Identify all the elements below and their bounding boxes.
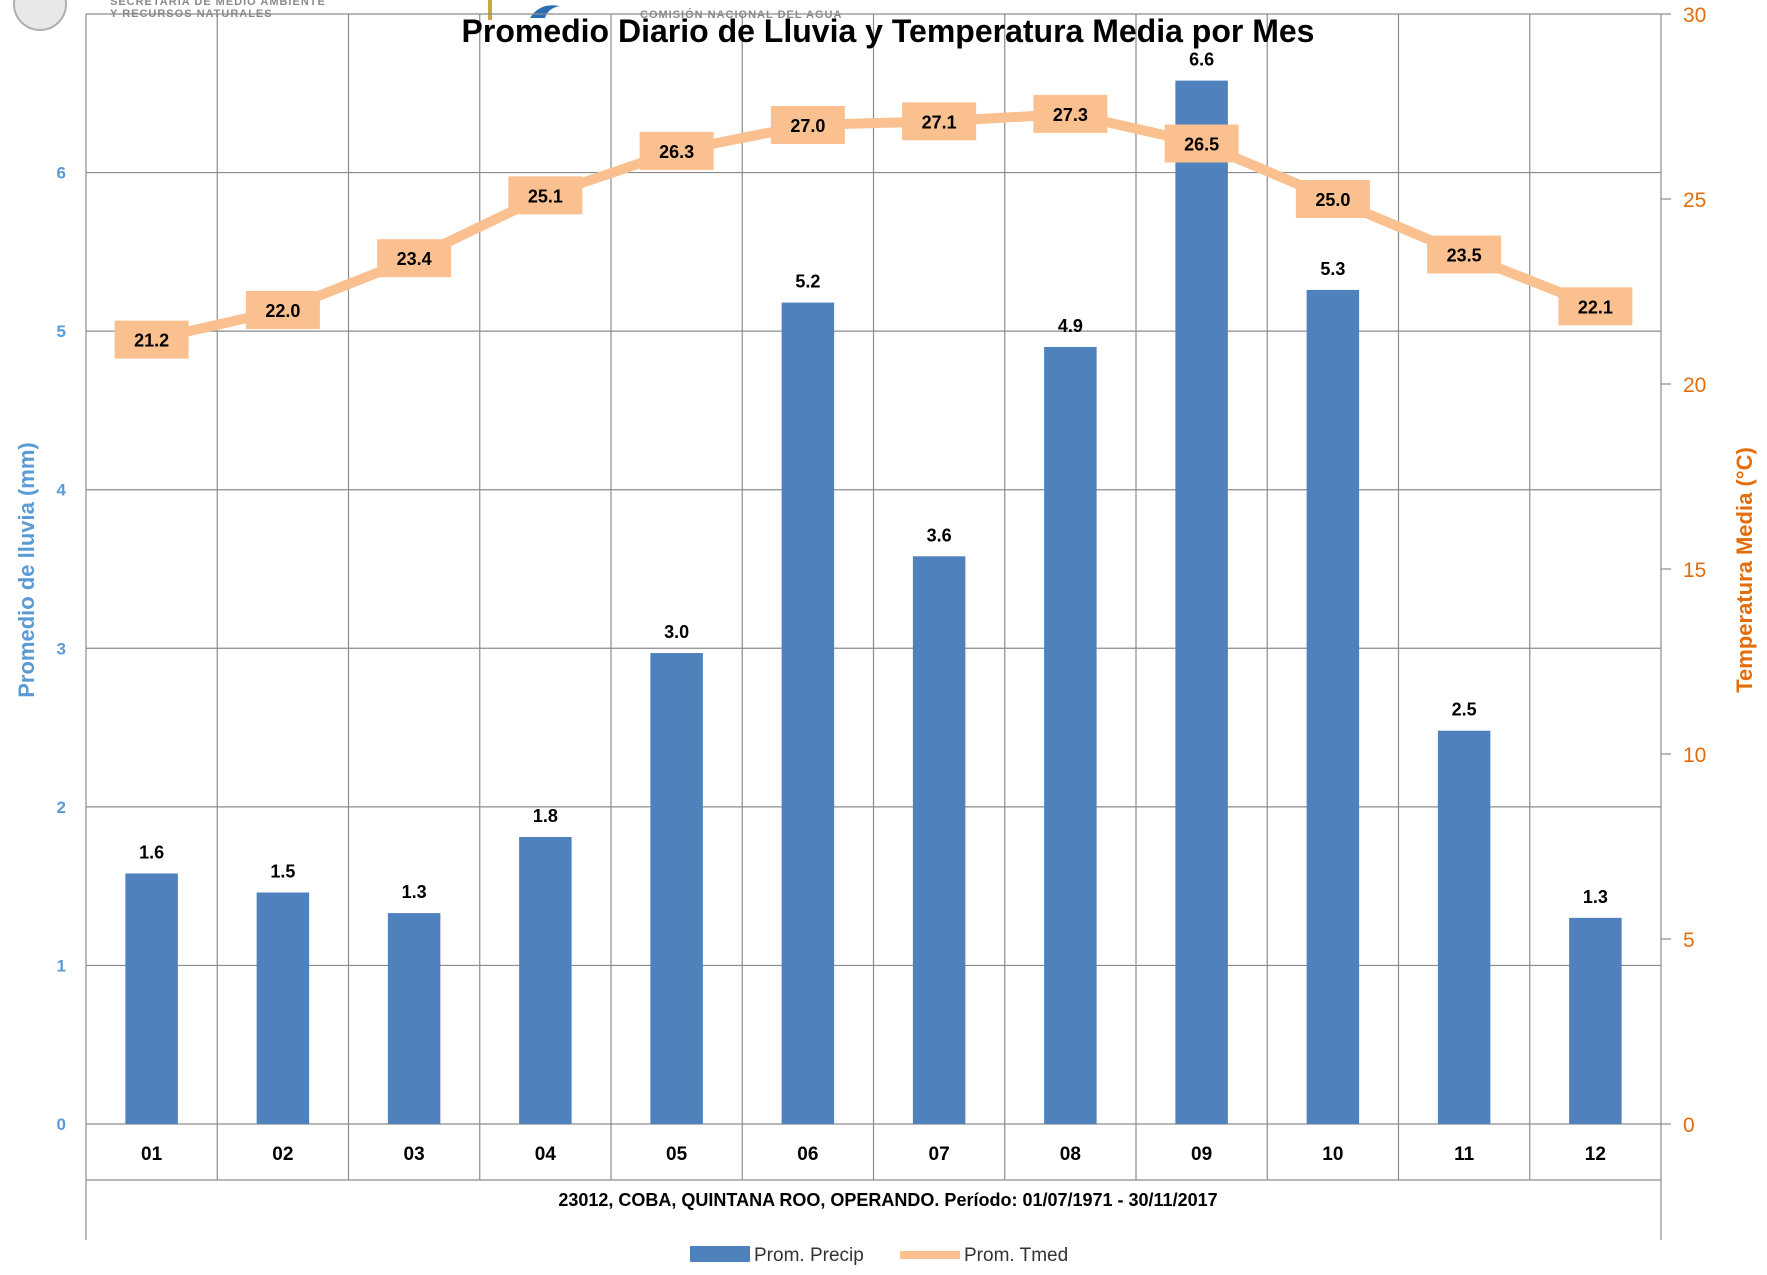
line-data-label: 25.0 (1315, 190, 1350, 210)
bar (387, 913, 441, 1124)
bar-data-label: 4.9 (1058, 316, 1083, 336)
x-tick-label: 07 (929, 1144, 950, 1165)
legend-label-precip: Prom. Precip (754, 1245, 864, 1266)
bar-series (125, 80, 1622, 1125)
gridlines (85, 13, 1662, 1125)
y-tick-label: 1 (57, 956, 66, 975)
bar (1044, 347, 1097, 1124)
line-data-label: 27.3 (1053, 105, 1088, 125)
bar-data-label: 1.5 (270, 861, 295, 881)
bar-data-label: 1.6 (139, 842, 164, 862)
x-tick-label: 05 (666, 1144, 688, 1165)
y2-tick-label: 10 (1683, 744, 1706, 767)
line-label-box (902, 102, 977, 141)
y2-tick-label: 20 (1683, 374, 1706, 397)
x-tick-label: 06 (797, 1144, 818, 1165)
bar (781, 302, 835, 1125)
x-tick-label: 12 (1585, 1144, 1606, 1165)
bar-data-label: 1.8 (533, 806, 558, 826)
legend-swatch-precip (690, 1246, 750, 1262)
line-data-label: 27.0 (790, 116, 825, 136)
bar (1306, 289, 1360, 1124)
y2-tick-label: 15 (1683, 559, 1706, 582)
bar (650, 653, 703, 1124)
y2-axis-title: Temperatura Media (°C) (1732, 447, 1757, 693)
bar (519, 836, 572, 1124)
data-labels: 1.6 1.5 1.3 1.8 3.0 5.2 3.6 4.9 6.6 5.3 2.5 1.3 21.2… (114, 50, 1633, 907)
y-tick-label: 0 (57, 1115, 66, 1134)
bar-data-label: 3.6 (927, 525, 952, 545)
y-tick-label: 3 (57, 639, 66, 658)
bar (125, 873, 178, 1124)
line-data-label: 23.5 (1447, 246, 1482, 266)
bar (912, 556, 966, 1124)
line-data-label: 27.1 (922, 112, 957, 132)
line-label-box (1427, 235, 1502, 274)
bar-data-label: 1.3 (1583, 887, 1608, 907)
line-label-box (245, 291, 320, 329)
y-tick-label: 2 (57, 798, 66, 817)
bar-data-label: 5.3 (1320, 259, 1345, 279)
line-data-label: 22.1 (1578, 297, 1613, 317)
line-data-label: 21.2 (134, 331, 169, 351)
semarnat-line1: SECRETARÍA DE MEDIO AMBIENTE (110, 0, 326, 8)
line-data-label: 26.3 (659, 142, 694, 162)
bar (256, 892, 310, 1124)
y2-tick-label: 30 (1683, 4, 1706, 27)
line-label-box (377, 239, 452, 278)
bar (1569, 917, 1622, 1124)
bar-data-label: 1.3 (402, 882, 427, 902)
line-data-label: 25.1 (528, 186, 563, 206)
line-label-box (114, 320, 189, 359)
line-label-box (508, 176, 583, 215)
x-tick-label: 03 (404, 1144, 425, 1165)
chart-title: Promedio Diario de Lluvia y Temperatura … (462, 13, 1315, 49)
x-axis-title: 23012, COBA, QUINTANA ROO, OPERANDO. Per… (558, 1190, 1217, 1210)
x-tick-label: 09 (1191, 1144, 1212, 1165)
x-tick-label: 11 (1454, 1144, 1475, 1165)
y2-tick-label: 5 (1683, 929, 1695, 952)
line-label-box (1164, 124, 1239, 163)
x-tick-label: 04 (535, 1144, 557, 1165)
x-tick-label: 10 (1322, 1144, 1343, 1165)
bar-data-label: 5.2 (795, 272, 820, 292)
x-tick-label: 01 (141, 1144, 163, 1165)
bar-data-label: 2.5 (1452, 700, 1477, 720)
bar-data-label: 3.0 (664, 622, 689, 642)
legend-label-tmed: Prom. Tmed (964, 1245, 1068, 1266)
bar (1437, 730, 1491, 1124)
line-label-box (770, 106, 845, 144)
line-label-box (1558, 287, 1633, 326)
bar-data-label: 6.6 (1189, 50, 1214, 70)
y-tick-label: 5 (57, 322, 66, 341)
x-tick-label: 02 (272, 1144, 293, 1165)
y2-tick-label: 0 (1683, 1114, 1695, 1137)
x-tick-label: 08 (1060, 1144, 1081, 1165)
line-data-label: 26.5 (1184, 135, 1219, 155)
y-tick-label: 6 (57, 164, 66, 183)
legend-swatch-tmed (900, 1251, 960, 1259)
line-data-label: 23.4 (397, 249, 432, 269)
y-tick-label: 4 (57, 481, 67, 500)
legend: Prom. Precip Prom. Tmed (690, 1245, 1068, 1266)
line-label-box (639, 131, 714, 170)
semarnat-logo: SECRETARÍA DE MEDIO AMBIENTE Y RECURSOS … (13, 0, 326, 31)
y-axis-title: Promedio de lluvia (mm) (14, 442, 39, 698)
y2-tick-label: 25 (1683, 189, 1706, 212)
bar (1175, 80, 1228, 1125)
line-label-box (1295, 180, 1370, 218)
line-data-label: 22.0 (265, 301, 300, 321)
line-label-box (1033, 94, 1108, 133)
